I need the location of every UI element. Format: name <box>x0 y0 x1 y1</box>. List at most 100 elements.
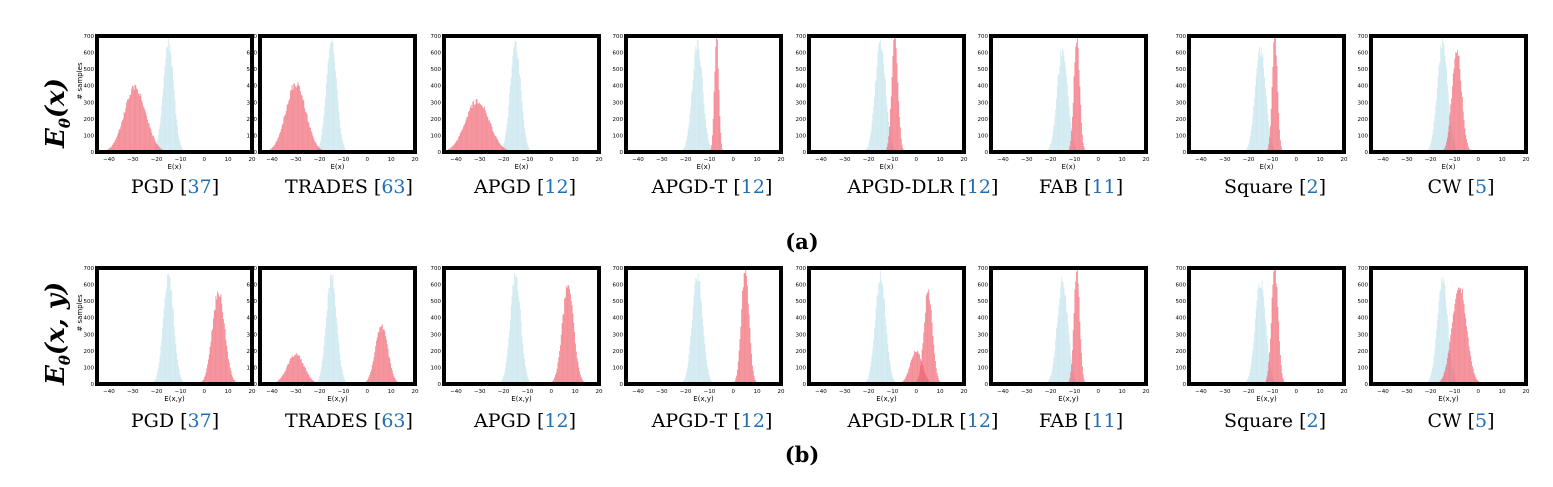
adversarial-histogram-bar <box>1268 144 1270 152</box>
histogram-panel: −40 −30 −20 −10 0 10 200100200300400500600700E… <box>247 266 419 432</box>
x-axis-label: E(x,y) <box>1256 395 1277 403</box>
x-tick-label: −30 <box>839 389 851 395</box>
adversarial-histogram-bar <box>387 348 389 384</box>
x-axis-label: E(x) <box>879 163 893 171</box>
adversarial-histogram-bar <box>142 102 143 152</box>
clean-histogram-bar <box>161 339 163 384</box>
x-tick-label: 10 <box>388 389 395 395</box>
adversarial-histogram-bar <box>138 93 140 152</box>
citation-link[interactable]: 12 <box>741 410 765 432</box>
clean-histogram-bar <box>872 347 874 384</box>
adversarial-histogram-bar <box>303 100 305 152</box>
adversarial-histogram-bar <box>285 370 286 384</box>
citation-link[interactable]: 37 <box>188 176 212 198</box>
clean-histogram-bar <box>877 52 879 152</box>
adversarial-histogram-bar <box>276 140 278 152</box>
clean-histogram-bar <box>506 355 508 384</box>
histogram-panel: −40 −30 −20 −10 0 10 200100200300400500600700E… <box>978 266 1150 432</box>
adversarial-histogram-bar <box>147 119 148 152</box>
citation-link[interactable]: 12 <box>741 176 765 198</box>
adversarial-histogram-bar <box>150 129 152 152</box>
clean-histogram-bar <box>336 89 338 152</box>
x-tick-label: −40 <box>103 389 115 395</box>
adversarial-histogram-bar <box>1450 104 1452 152</box>
x-tick-label: 0 <box>203 389 207 395</box>
adversarial-histogram-bar <box>927 292 929 384</box>
adversarial-histogram-bar <box>909 362 911 384</box>
citation-link[interactable]: 37 <box>188 410 212 432</box>
clean-histogram-bar <box>338 111 340 152</box>
adversarial-histogram-bar <box>1083 379 1085 384</box>
x-tick-label: −40 <box>450 389 462 395</box>
clean-histogram-bar <box>342 374 344 384</box>
citation-link[interactable]: 63 <box>381 410 405 432</box>
citation-link[interactable]: 12 <box>544 176 568 198</box>
adversarial-histogram-bar <box>1271 297 1273 384</box>
adversarial-histogram-bar <box>313 138 315 152</box>
citation-link[interactable]: 11 <box>1092 176 1116 198</box>
citation-link[interactable]: 12 <box>967 410 991 432</box>
x-tick-label: −10 <box>1267 389 1279 395</box>
clean-histogram-bar <box>180 377 182 384</box>
citation-link[interactable]: 63 <box>381 176 405 198</box>
adversarial-histogram-bar <box>923 369 925 384</box>
adversarial-histogram-bar <box>557 362 559 384</box>
y-tick-label: 700 <box>796 266 807 272</box>
y-tick-label: 200 <box>1358 117 1369 123</box>
adversarial-histogram-bar <box>898 101 900 152</box>
clean-histogram-bar <box>704 113 706 152</box>
citation-link[interactable]: 5 <box>1475 176 1487 198</box>
adversarial-histogram-bar <box>492 131 494 152</box>
clean-histogram-bar <box>325 327 326 384</box>
clean-histogram-bar <box>1058 73 1060 152</box>
adversarial-histogram-bar <box>142 106 144 152</box>
adversarial-histogram-bar <box>379 327 381 384</box>
adversarial-histogram-bar <box>1465 134 1467 152</box>
adversarial-histogram-bar <box>280 129 282 152</box>
citation-link[interactable]: 5 <box>1475 410 1487 432</box>
adversarial-histogram-bar <box>497 139 499 152</box>
clean-histogram-bar <box>696 279 697 384</box>
clean-histogram-bar <box>684 146 686 152</box>
y-tick-label: 600 <box>1358 283 1369 289</box>
histogram-bars <box>679 36 724 152</box>
adversarial-histogram-bar <box>470 104 472 152</box>
x-axis-label: E(x) <box>514 163 528 171</box>
clean-histogram-bar <box>1059 298 1061 384</box>
adversarial-histogram-bar <box>721 143 722 152</box>
x-tick-label: −30 <box>1021 157 1033 163</box>
citation-link[interactable]: 12 <box>967 176 991 198</box>
citation-link[interactable]: 11 <box>1092 410 1116 432</box>
clean-histogram-bar <box>1435 106 1437 152</box>
adversarial-histogram-bar <box>1274 36 1276 152</box>
citation-link[interactable]: 2 <box>1307 410 1319 432</box>
x-tick-label: −30 <box>1021 389 1033 395</box>
adversarial-histogram-bar <box>754 379 756 384</box>
histogram-bars <box>444 40 534 152</box>
y-tick-label: 0 <box>1183 382 1187 388</box>
clean-histogram-bar <box>329 48 331 152</box>
adversarial-histogram-bar <box>558 357 560 384</box>
clean-histogram-bar <box>1258 51 1260 152</box>
y-tick-label: 600 <box>796 51 807 57</box>
clean-histogram-bar <box>882 285 884 384</box>
clean-histogram-bar <box>332 42 334 152</box>
clean-histogram-bar <box>517 58 519 152</box>
adversarial-histogram-bar <box>124 112 126 152</box>
y-tick-label: 200 <box>1176 117 1187 123</box>
clean-histogram-bar <box>702 92 704 152</box>
adversarial-histogram-bar <box>1464 128 1466 152</box>
clean-histogram-bar <box>509 93 510 152</box>
adversarial-histogram-bar <box>122 120 123 152</box>
adversarial-histogram-bar <box>1454 58 1456 152</box>
adversarial-histogram-bar <box>1464 313 1466 384</box>
citation-link[interactable]: 2 <box>1307 176 1319 198</box>
citation-link[interactable]: 12 <box>544 410 568 432</box>
adversarial-histogram-bar <box>899 117 900 152</box>
x-tick-label: 20 <box>412 157 419 163</box>
adversarial-histogram-bar <box>141 100 143 152</box>
adversarial-histogram-bar <box>560 345 561 384</box>
adversarial-histogram-bar <box>370 372 372 384</box>
adversarial-histogram-bar <box>393 376 395 384</box>
adversarial-histogram-bar <box>315 143 317 152</box>
